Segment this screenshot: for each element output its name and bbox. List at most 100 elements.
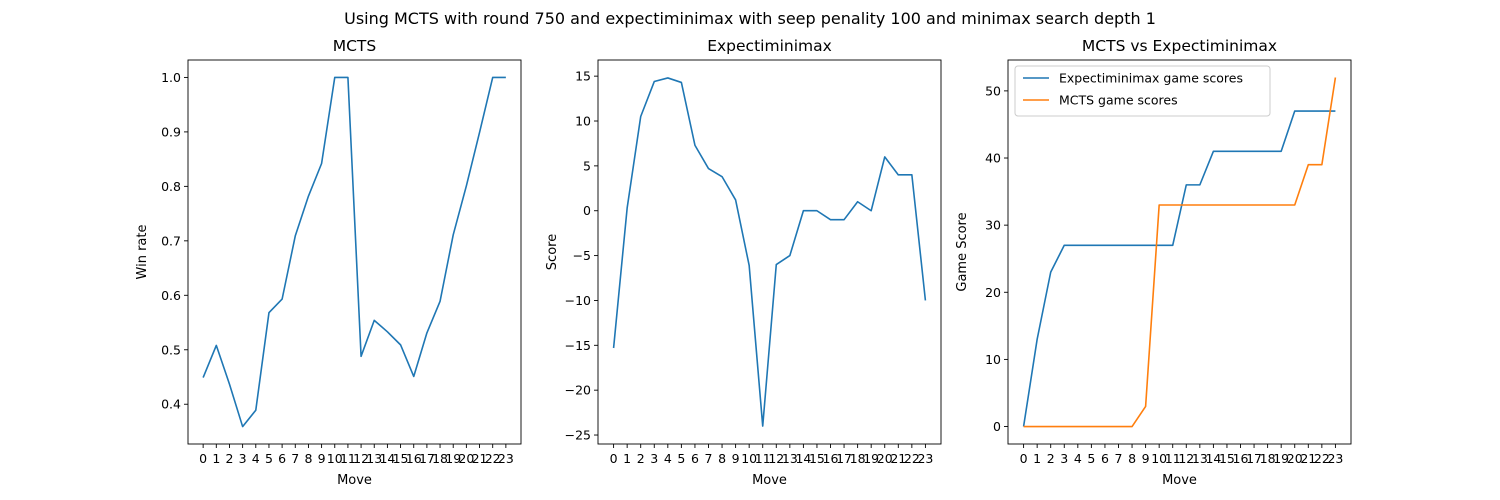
x-tick-label: 9: [318, 451, 326, 466]
x-tick-label: 11: [1165, 451, 1181, 466]
x-tick-label: 2: [1047, 451, 1055, 466]
y-tick-label: 30: [985, 218, 1001, 233]
x-tick-label: 4: [664, 451, 672, 466]
y-tick-label: −10: [565, 293, 591, 308]
x-tick-label: 18: [850, 451, 866, 466]
y-tick-label: 20: [985, 285, 1001, 300]
x-tick-label: 10: [741, 451, 757, 466]
x-tick-label: 8: [304, 451, 312, 466]
y-tick-label: −15: [565, 338, 591, 353]
x-tick-label: 6: [278, 451, 286, 466]
x-tick-label: 22: [904, 451, 920, 466]
x-tick-label: 17: [419, 451, 435, 466]
chart-title: MCTS: [333, 37, 377, 55]
x-tick-label: 15: [393, 451, 409, 466]
chart-title: Expectiminimax: [707, 37, 832, 55]
series-line-0: [612, 77, 927, 427]
x-tick-label: 13: [366, 451, 382, 466]
y-tick-label: 0.4: [161, 397, 181, 412]
y-tick-label: 40: [985, 151, 1001, 166]
plot-area: [1008, 60, 1351, 444]
x-tick-label: 1: [1033, 451, 1041, 466]
x-tick-label: 5: [265, 451, 273, 466]
axes-frame: [187, 59, 522, 445]
x-tick-label: 0: [1020, 451, 1028, 466]
x-tick-label: 16: [1233, 451, 1249, 466]
x-tick-label: 7: [291, 451, 299, 466]
x-tick-label: 11: [340, 451, 356, 466]
chart-title: MCTS vs Expectiminimax: [1082, 37, 1277, 55]
x-tick-label: 11: [755, 451, 771, 466]
y-tick-label: 0.8: [161, 179, 181, 194]
y-tick-label: 0: [993, 419, 1001, 434]
x-tick-label: 19: [1273, 451, 1289, 466]
x-tick-label: 13: [782, 451, 798, 466]
y-tick-label: −20: [565, 383, 591, 398]
series-line-0: [202, 76, 506, 428]
y-tick-label: 5: [583, 158, 591, 173]
y-tick-label: 10: [985, 352, 1001, 367]
y-tick-label: −25: [565, 428, 591, 443]
x-tick-label: 4: [1074, 451, 1082, 466]
x-tick-label: 4: [252, 451, 260, 466]
x-tick-label: 2: [637, 451, 645, 466]
x-tick-label: 19: [445, 451, 461, 466]
y-tick-label: 0.9: [161, 124, 181, 139]
x-tick-label: 3: [1060, 451, 1068, 466]
x-tick-label: 3: [650, 451, 658, 466]
plot-area: [188, 60, 521, 444]
axes-frame: [597, 59, 942, 445]
x-axis-label: Move: [752, 473, 787, 488]
x-tick-label: 9: [732, 451, 740, 466]
plot-area: [598, 60, 941, 444]
legend-label: Expectiminimax game scores: [1059, 71, 1243, 86]
x-tick-label: 17: [836, 451, 852, 466]
y-tick-label: −5: [573, 248, 591, 263]
x-tick-label: 2: [225, 451, 233, 466]
x-tick-label: 14: [1205, 451, 1221, 466]
x-tick-label: 15: [1219, 451, 1235, 466]
axes-frame: [1007, 59, 1352, 445]
y-tick-label: 50: [985, 83, 1001, 98]
figure-suptitle: Using MCTS with round 750 and expectimin…: [344, 9, 1156, 28]
chart-mcts-vs-expectiminimax: 0 1 2 3 4 5 6 7 8 9 101112131415161718192021222301…: [955, 37, 1352, 488]
x-axis-label: Move: [337, 473, 372, 488]
y-axis-label: Game Score: [955, 212, 970, 291]
series-line-1: [1023, 77, 1337, 428]
y-tick-label: 15: [575, 69, 591, 84]
x-tick-label: 6: [1101, 451, 1109, 466]
x-tick-label: 8: [718, 451, 726, 466]
y-axis-label: Win rate: [135, 225, 150, 280]
x-tick-label: 12: [353, 451, 369, 466]
x-tick-label: 19: [863, 451, 879, 466]
x-tick-label: 17: [1246, 451, 1262, 466]
x-tick-label: 15: [809, 451, 825, 466]
x-tick-label: 13: [1192, 451, 1208, 466]
x-tick-label: 20: [1287, 451, 1303, 466]
x-tick-label: 5: [1087, 451, 1095, 466]
chart-mcts: 0 1 2 3 4 5 6 7 8 9 10111213141516171819202122230.…: [135, 37, 522, 488]
y-tick-label: 10: [575, 114, 591, 129]
legend: Expectiminimax game scores MCTS game scor…: [1014, 65, 1271, 117]
x-tick-label: 21: [890, 451, 906, 466]
x-tick-label: 1: [212, 451, 220, 466]
x-tick-label: 1: [623, 451, 631, 466]
x-tick-label: 7: [705, 451, 713, 466]
y-axis-label: Score: [545, 234, 560, 270]
x-tick-label: 16: [406, 451, 422, 466]
x-tick-label: 21: [1300, 451, 1316, 466]
x-tick-label: 18: [432, 451, 448, 466]
y-tick-label: 0.6: [161, 288, 181, 303]
legend-box: [1014, 65, 1271, 117]
x-tick-label: 12: [1178, 451, 1194, 466]
chart-expectiminimax: 0 1 2 3 4 5 6 7 8 9 1011121314151617181920212223−2…: [545, 37, 942, 488]
x-tick-label: 7: [1115, 451, 1123, 466]
x-tick-label: 23: [498, 451, 514, 466]
x-tick-label: 0: [610, 451, 618, 466]
x-tick-label: 3: [239, 451, 247, 466]
x-tick-label: 6: [691, 451, 699, 466]
x-tick-label: 14: [379, 451, 395, 466]
y-tick-label: 0.7: [161, 233, 181, 248]
x-tick-label: 16: [823, 451, 839, 466]
